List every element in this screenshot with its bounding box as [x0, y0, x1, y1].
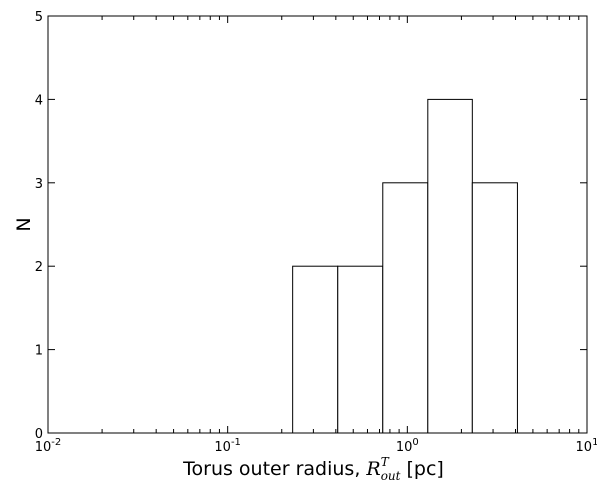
histogram-bar-1 — [292, 265, 339, 434]
x-tick-label: 101 — [576, 437, 597, 455]
histogram-bar-3 — [382, 182, 429, 434]
x-axis-label-superscript: T — [381, 455, 390, 469]
x-tick-label-base: 10 — [576, 440, 593, 455]
x-axis-label-symbol: R — [365, 458, 380, 480]
x-tick-label: 10-1 — [214, 437, 241, 455]
x-axis-label-prefix: Torus outer radius, — [182, 458, 366, 480]
y-tick-label: 4 — [35, 93, 43, 108]
histogram-bar-2 — [337, 265, 384, 434]
x-tick-label-exponent: -1 — [231, 437, 241, 448]
y-tick-label: 0 — [35, 427, 43, 442]
histogram-bar-5 — [471, 182, 518, 434]
x-tick-label: 10-2 — [35, 437, 62, 455]
x-tick-label-exponent: 0 — [412, 437, 418, 448]
x-axis-label-suffix: [pc] — [400, 458, 443, 480]
y-tick-label: 1 — [35, 344, 43, 359]
y-tick-label: 2 — [35, 260, 43, 275]
x-tick-label: 100 — [396, 437, 419, 455]
y-tick-label: 5 — [35, 10, 43, 25]
y-axis-label: N — [13, 217, 35, 231]
x-axis-label: Torus outer radius, RT out [pc] — [182, 455, 444, 482]
y-tick-label: 3 — [35, 177, 43, 192]
x-tick-label-exponent: -2 — [51, 437, 61, 448]
axis-ticks — [47, 15, 588, 434]
histogram-bars — [292, 98, 518, 434]
plot-frame — [47, 15, 588, 434]
x-axis-label-subscript: out — [381, 469, 401, 482]
x-tick-label-exponent: 1 — [592, 437, 597, 448]
histogram-bar-4 — [427, 98, 473, 434]
x-tick-label-base: 10 — [35, 440, 52, 455]
x-tick-label-base: 10 — [396, 440, 413, 455]
x-tick-label-base: 10 — [214, 440, 231, 455]
